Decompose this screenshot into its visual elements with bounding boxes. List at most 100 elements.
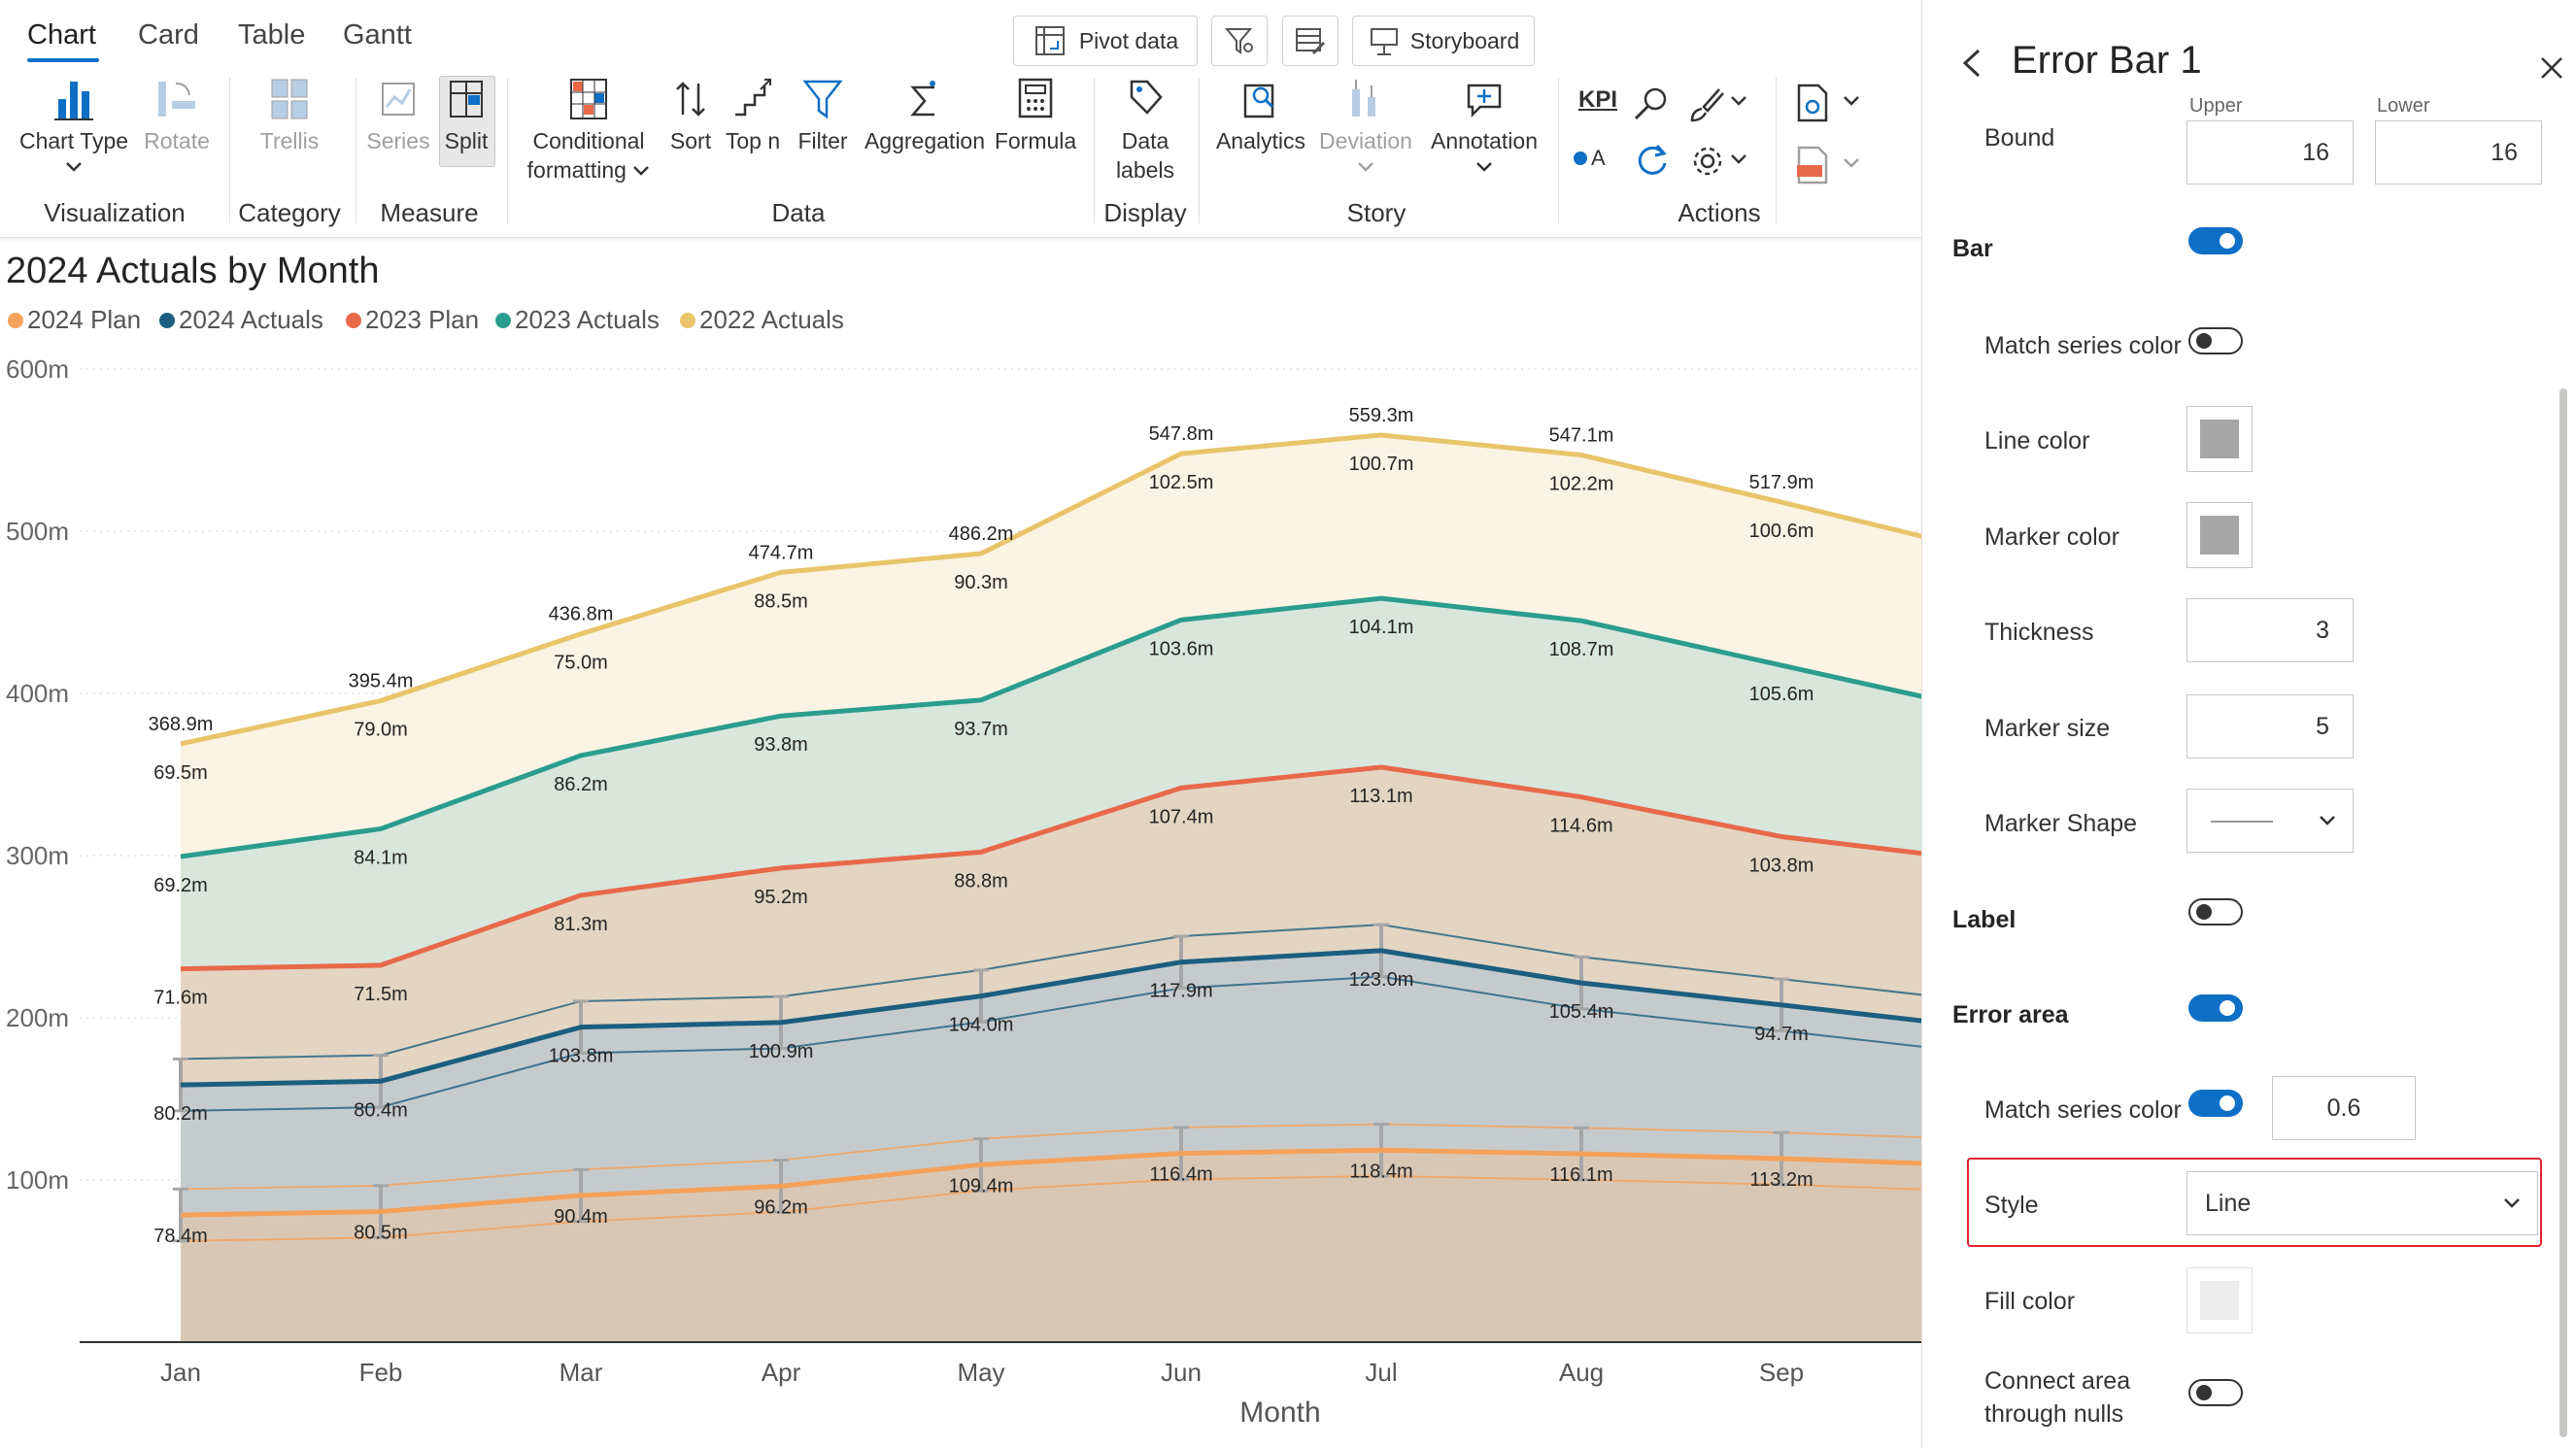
data-label: 84.1m bbox=[354, 847, 408, 868]
area-match-series-color-toggle[interactable] bbox=[2188, 1090, 2243, 1117]
upper-bound-input[interactable]: 16 bbox=[2186, 120, 2354, 185]
marker-color-picker[interactable] bbox=[2186, 502, 2253, 568]
tab-card[interactable]: Card bbox=[138, 19, 199, 51]
kpi-legend-button[interactable]: A bbox=[1574, 146, 1606, 171]
series-button[interactable]: Series bbox=[365, 76, 431, 155]
chart-type-button[interactable]: Chart Type bbox=[17, 76, 130, 175]
sort-button[interactable]: Sort bbox=[666, 76, 715, 155]
paintbrush-icon[interactable] bbox=[1686, 85, 1725, 124]
split-button[interactable]: Split bbox=[439, 76, 493, 155]
data-label: 105.4m bbox=[1549, 1001, 1614, 1023]
chevron-down-icon[interactable] bbox=[1842, 155, 1861, 171]
funnel-settings-icon bbox=[1224, 28, 1253, 54]
chevron-down-icon[interactable] bbox=[1729, 152, 1748, 167]
data-labels-button[interactable]: Data labels bbox=[1103, 76, 1187, 185]
toggle-knob bbox=[2220, 1000, 2235, 1016]
group-category: Category bbox=[238, 198, 341, 227]
tab-table[interactable]: Table bbox=[238, 19, 306, 51]
tab-gantt[interactable]: Gantt bbox=[343, 19, 412, 51]
chevron-down-icon bbox=[633, 166, 650, 176]
legend-item[interactable]: 2023 Actuals bbox=[495, 305, 660, 335]
filter-settings-button[interactable] bbox=[1211, 16, 1268, 66]
fill-color-label: Fill color bbox=[1984, 1288, 2076, 1315]
connect-area-label-2: through nulls bbox=[1984, 1400, 2124, 1428]
group-separator bbox=[1094, 78, 1095, 223]
storyboard-label: Storyboard bbox=[1409, 27, 1520, 53]
pivot-data-button[interactable]: Pivot data bbox=[1013, 16, 1198, 66]
toggle-knob bbox=[2196, 333, 2212, 349]
legend-label: 2023 Actuals bbox=[515, 305, 660, 334]
legend-dot-icon bbox=[495, 312, 511, 328]
gear-icon[interactable] bbox=[1690, 144, 1725, 179]
total-label: 559.3m bbox=[1349, 405, 1414, 426]
total-label: 395.4m bbox=[349, 671, 414, 692]
conditional-formatting-button[interactable]: Conditional formatting bbox=[517, 76, 661, 185]
match-series-color-toggle[interactable] bbox=[2188, 327, 2243, 354]
line-color-picker[interactable] bbox=[2186, 406, 2253, 472]
group-separator bbox=[1776, 78, 1777, 223]
chart-title: 2024 Actuals by Month bbox=[6, 251, 380, 291]
data-label: 102.2m bbox=[1549, 474, 1614, 495]
chevron-down-icon[interactable] bbox=[1842, 93, 1861, 109]
chevron-down-icon[interactable] bbox=[1729, 93, 1748, 109]
filter-icon bbox=[802, 80, 843, 119]
x-tick-label: Sep bbox=[1759, 1358, 1804, 1387]
storyboard-button[interactable]: Storyboard bbox=[1352, 16, 1535, 66]
top-n-label: Top n bbox=[725, 128, 781, 153]
match-series-color-label: Match series color bbox=[1984, 332, 2182, 359]
analytics-button[interactable]: Analytics bbox=[1208, 76, 1313, 155]
filter-button[interactable]: Filter bbox=[793, 76, 853, 155]
split-label: Split bbox=[444, 128, 489, 153]
bar-toggle[interactable] bbox=[2188, 227, 2243, 254]
connect-nulls-toggle[interactable] bbox=[2188, 1379, 2243, 1406]
marker-shape-dropdown[interactable] bbox=[2186, 789, 2354, 853]
deviation-button[interactable]: Deviation bbox=[1317, 76, 1414, 175]
back-arrow-icon[interactable] bbox=[1959, 47, 1984, 80]
opacity-input[interactable]: 0.6 bbox=[2272, 1076, 2416, 1140]
data-label: 113.2m bbox=[1749, 1169, 1813, 1191]
lower-bound-input[interactable]: 16 bbox=[2375, 120, 2542, 185]
top-n-button[interactable]: Top n bbox=[721, 76, 785, 155]
label-toggle[interactable] bbox=[2188, 898, 2243, 926]
data-label: 100.9m bbox=[749, 1041, 814, 1062]
panel-scrollbar[interactable] bbox=[2559, 388, 2567, 1437]
formula-button[interactable]: Formula bbox=[993, 76, 1078, 155]
close-icon[interactable] bbox=[2538, 54, 2565, 82]
refresh-icon[interactable] bbox=[1634, 142, 1671, 179]
filter-label: Filter bbox=[797, 128, 848, 153]
marker-size-input[interactable]: 5 bbox=[2186, 694, 2354, 758]
search-icon[interactable] bbox=[1632, 85, 1671, 124]
legend-item[interactable]: 2023 Plan bbox=[346, 305, 479, 335]
legend-item[interactable]: 2024 Plan bbox=[8, 305, 141, 335]
conditional-formatting-label-1: Conditional bbox=[532, 128, 645, 153]
table-edit-button[interactable] bbox=[1282, 16, 1339, 66]
thickness-input[interactable]: 3 bbox=[2186, 598, 2354, 662]
export-settings-icon[interactable] bbox=[1793, 82, 1834, 124]
aggregation-button[interactable]: Aggregation bbox=[861, 76, 989, 155]
analytics-icon bbox=[1243, 84, 1274, 118]
data-label: 88.8m bbox=[954, 870, 1008, 892]
kpi-button[interactable]: KPI bbox=[1577, 86, 1617, 113]
x-axis-title: Month bbox=[1239, 1397, 1320, 1429]
series-line-2024-actuals bbox=[180, 948, 1921, 1088]
legend-label: 2024 Actuals bbox=[179, 305, 323, 334]
pdf-icon[interactable] bbox=[1793, 144, 1834, 186]
legend-item[interactable]: 2024 Actuals bbox=[159, 305, 323, 335]
rotate-button[interactable]: Rotate bbox=[138, 76, 216, 155]
style-dropdown[interactable]: Line bbox=[2186, 1171, 2538, 1235]
series-label: Series bbox=[366, 128, 430, 153]
trellis-button[interactable]: Trellis bbox=[251, 76, 328, 155]
series-line-2023-actuals bbox=[180, 595, 1921, 859]
tab-chart[interactable]: Chart bbox=[27, 19, 96, 51]
top-n-icon bbox=[735, 79, 771, 117]
error-band-lower bbox=[180, 1174, 1921, 1242]
y-tick-label: 300m bbox=[6, 841, 69, 870]
legend-item[interactable]: 2022 Actuals bbox=[680, 305, 844, 335]
annotation-button[interactable]: Annotation bbox=[1424, 76, 1544, 175]
data-label: 80.5m bbox=[354, 1223, 408, 1244]
error-area-toggle[interactable] bbox=[2188, 994, 2243, 1022]
connect-area-label-1: Connect area bbox=[1984, 1367, 2131, 1395]
data-label: 95.2m bbox=[754, 887, 808, 908]
fill-color-picker[interactable] bbox=[2186, 1267, 2253, 1333]
properties-panel: Error Bar 1 Bound Upper Lower 16 16 Bar … bbox=[1921, 0, 2576, 1448]
